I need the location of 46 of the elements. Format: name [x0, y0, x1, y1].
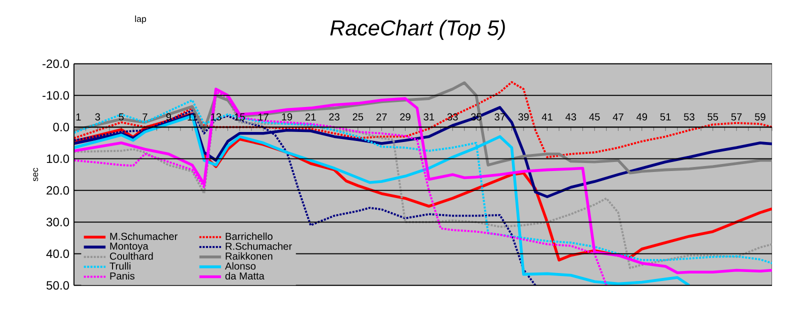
x-tick-label: 29 [400, 113, 410, 120]
x-tick-label: 59 [754, 113, 766, 120]
x-tick-label: 39 [518, 113, 529, 120]
x-tick-label: 9 [166, 113, 171, 120]
x-tick-label: 5 [118, 113, 124, 120]
x-tick-label: 49 [636, 113, 648, 120]
x-tick-label: 1 [76, 113, 81, 120]
x-tick-label: 31 [424, 113, 434, 120]
y-axis-title: sec [33, 168, 38, 182]
legend-label: Alonso [224, 262, 256, 270]
legend-label: Montoya [110, 242, 148, 252]
y-tick-label: -20.0 [42, 59, 70, 68]
legend-label: Trulli [110, 262, 130, 270]
legend-label: da Matta [225, 272, 264, 280]
legend-label: Raikkonen [226, 252, 272, 260]
legend-label: Barrichello [226, 232, 272, 240]
x-tick-label: 53 [684, 113, 694, 120]
legend-label: Coulthard [110, 252, 153, 260]
x-tick-label: 51 [660, 113, 671, 120]
x-tick-label: 41 [542, 113, 552, 120]
chart-title: RaceChart (Top 5) [330, 20, 505, 40]
y-tick-label: 40.0 [46, 249, 70, 258]
x-tick-label: 23 [329, 113, 340, 120]
y-tick-label: -10.0 [42, 90, 70, 100]
legend-label: R.Schumacher [226, 242, 292, 250]
y-tick-label: 0.0 [53, 122, 70, 132]
x-tick-label: 57 [731, 113, 742, 120]
legend-label: M.Schumacher [110, 232, 178, 240]
x-tick-label: 45 [589, 113, 600, 120]
x-tick-label: 55 [708, 113, 718, 120]
x-tick-label: 27 [376, 113, 387, 120]
legend-label: Panis [110, 272, 134, 280]
x-tick-label: 25 [352, 113, 364, 120]
x-axis-title: lap [135, 15, 146, 24]
x-tick-label: 7 [142, 113, 148, 120]
x-tick-label: 3 [95, 113, 100, 120]
x-tick-label: 21 [305, 113, 316, 120]
y-tick-label: 20.0 [46, 186, 70, 195]
y-tick-label: 30.0 [46, 218, 70, 226]
x-tick-label: 17 [258, 113, 268, 120]
x-tick-label: 19 [282, 113, 292, 120]
y-tick-label: 10.0 [46, 154, 70, 163]
x-tick-label: 43 [565, 113, 576, 120]
y-tick-label: 50.0 [46, 280, 70, 290]
x-tick-label: 47 [612, 113, 624, 120]
x-tick-label: 37 [494, 113, 506, 120]
